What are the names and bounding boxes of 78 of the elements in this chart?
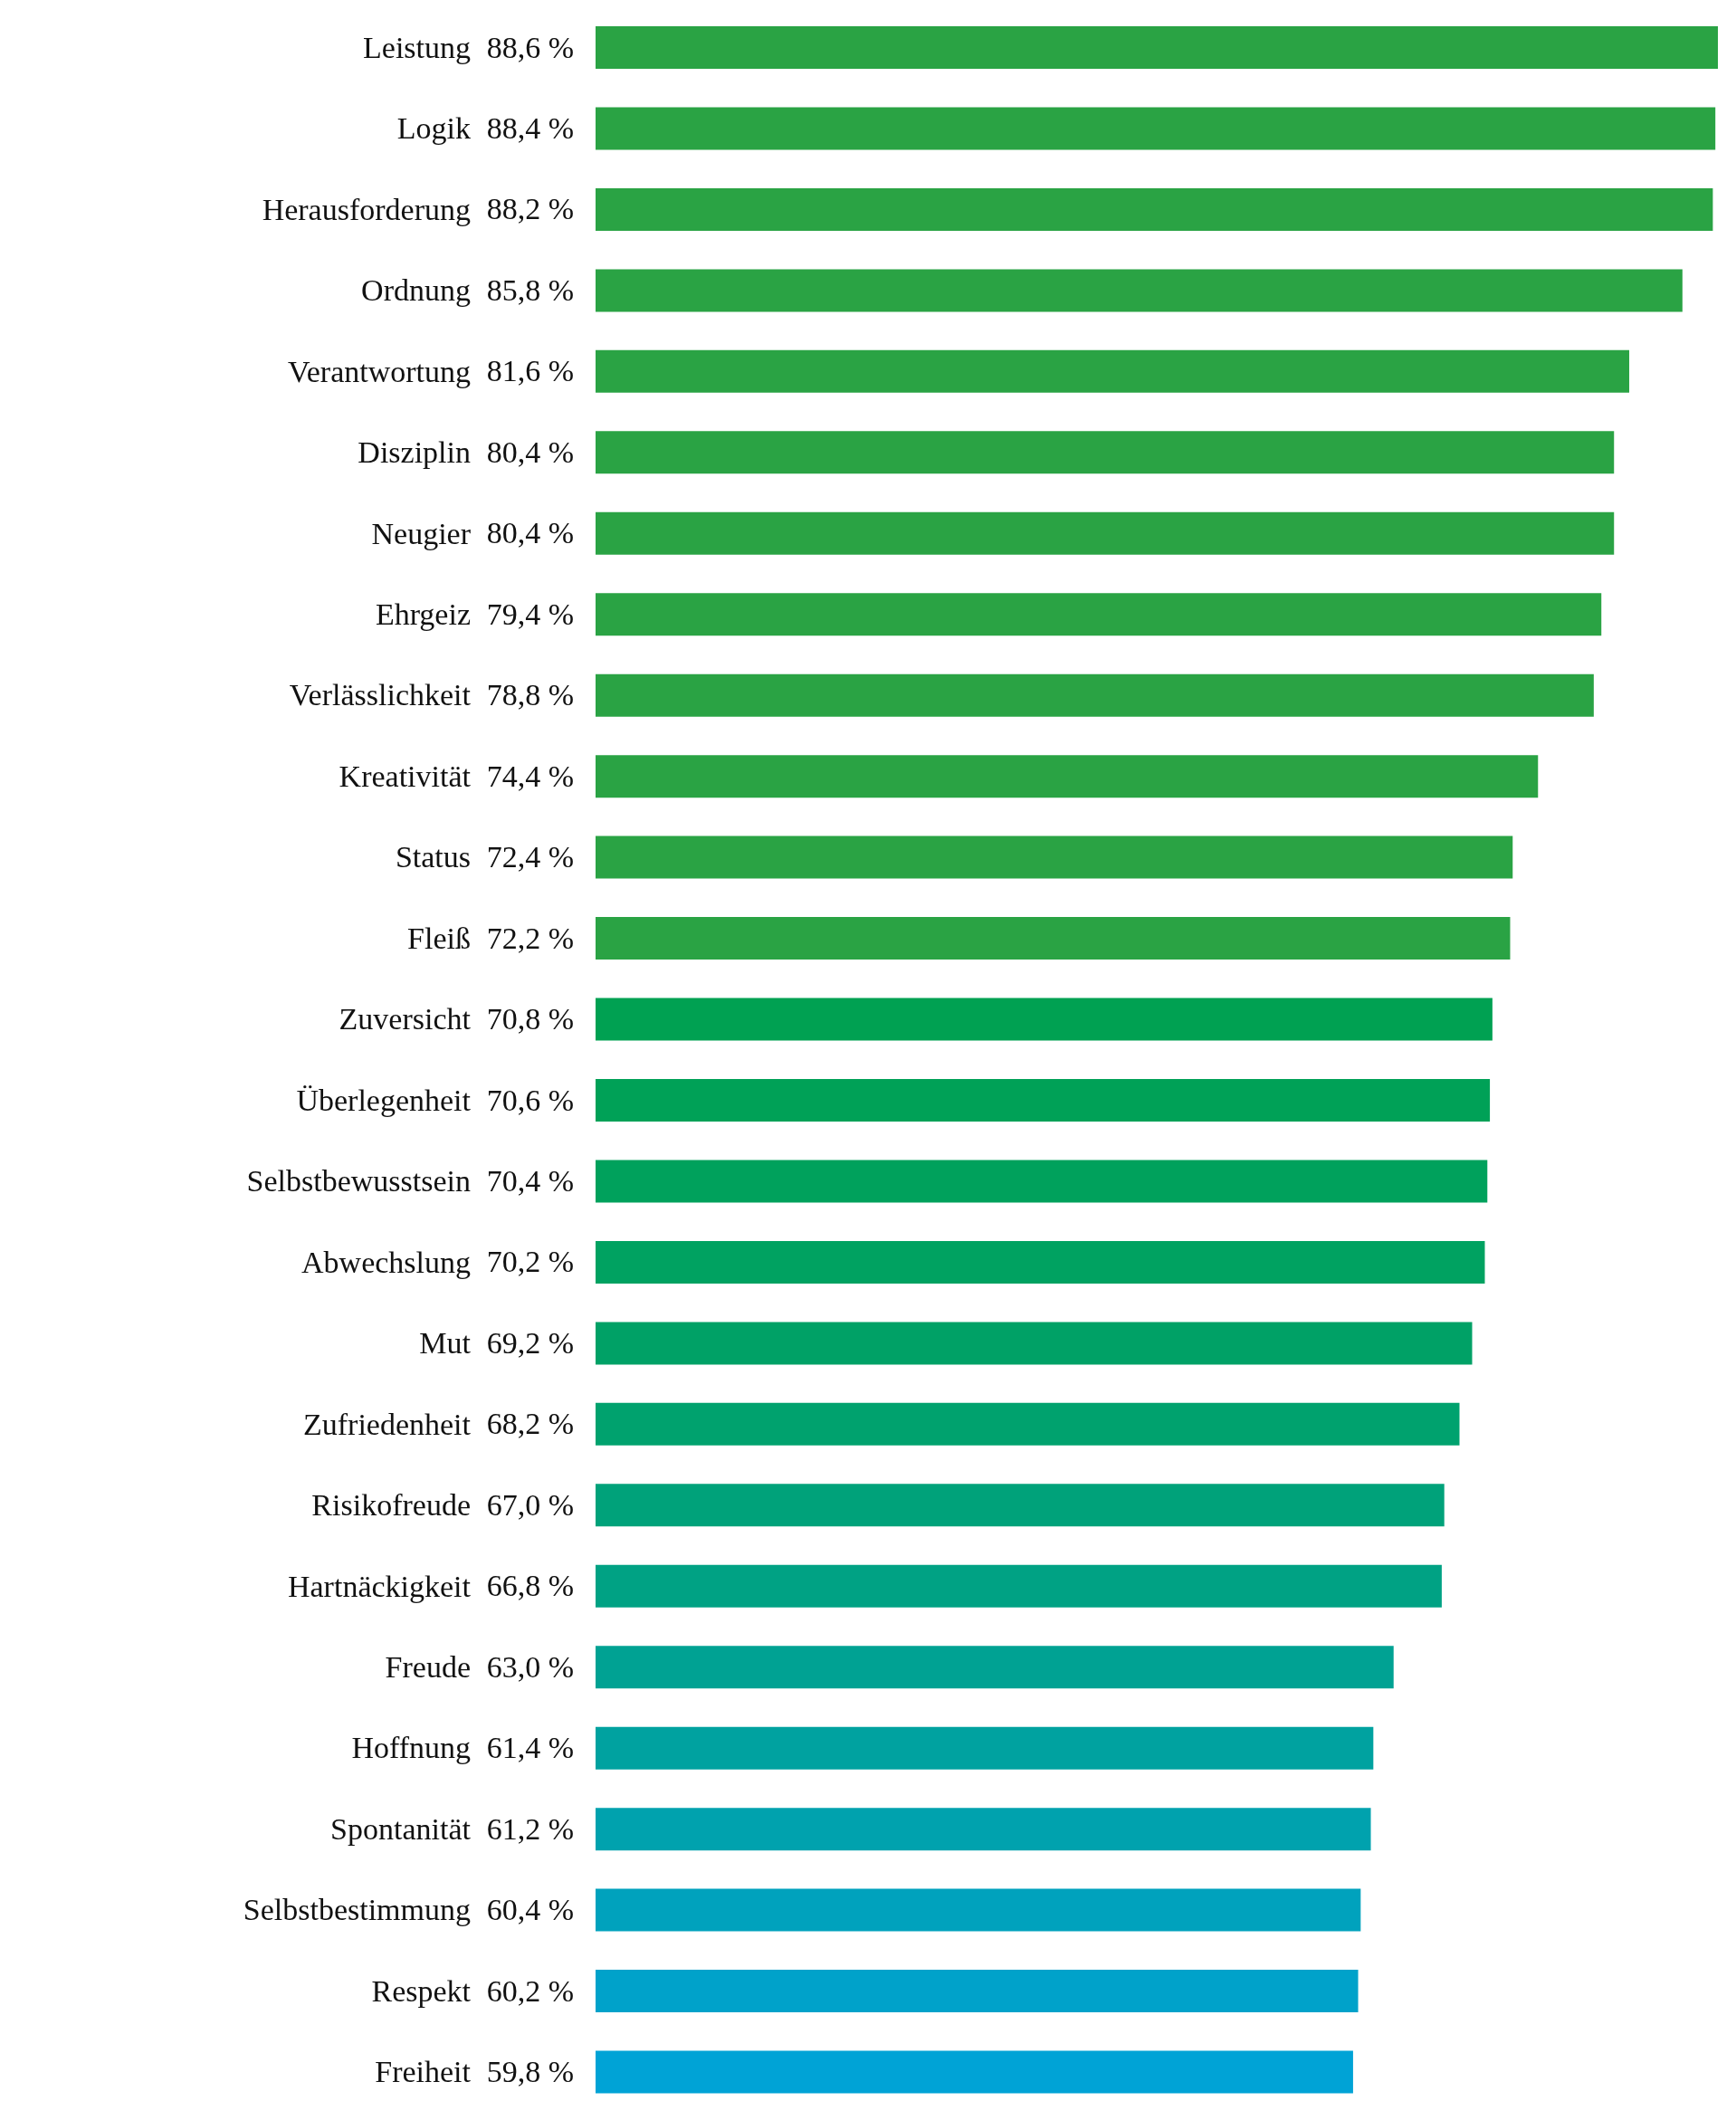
- y-tick-label: Risikofreude: [311, 1488, 471, 1523]
- data-label: 69,2 %: [486, 1325, 574, 1360]
- y-tick-label: Status: [395, 840, 471, 874]
- bar: [596, 1808, 1371, 1851]
- y-tick-label: Ehrgeiz: [375, 597, 471, 631]
- data-label: 70,8 %: [486, 1002, 574, 1036]
- y-tick-label: Logik: [396, 111, 471, 146]
- y-tick-label: Respekt: [371, 1973, 472, 2008]
- y-tick-label: Selbstbestimmung: [243, 1893, 471, 1927]
- data-label: 72,2 %: [486, 921, 574, 955]
- bar: [596, 2050, 1353, 2094]
- bar: [596, 1160, 1488, 1203]
- y-tick-label: Hartnäckigkeit: [287, 1569, 472, 1603]
- data-label: 60,4 %: [486, 1893, 574, 1927]
- bar: [596, 673, 1594, 717]
- bar: [596, 349, 1630, 393]
- data-label: 80,4 %: [486, 516, 574, 550]
- data-label: 88,4 %: [486, 110, 574, 145]
- data-label: 66,8 %: [486, 1569, 574, 1603]
- bar: [596, 755, 1539, 798]
- bar: [596, 836, 1513, 879]
- y-tick-label: Ordnung: [361, 273, 471, 308]
- y-tick-label: Selbstbewusstsein: [246, 1164, 471, 1198]
- data-label: 61,2 %: [486, 1811, 574, 1846]
- y-tick-label: Freude: [385, 1649, 471, 1684]
- data-label: 70,6 %: [486, 1083, 574, 1117]
- bar: [596, 511, 1615, 555]
- data-label: 68,2 %: [486, 1407, 574, 1441]
- bar: [596, 1970, 1359, 2013]
- bar: [596, 998, 1493, 1041]
- data-label: 63,0 %: [486, 1649, 574, 1684]
- y-tick-label: Verantwortung: [287, 354, 471, 388]
- y-tick-label: Freiheit: [375, 2055, 472, 2089]
- y-tick-label: Mut: [419, 1326, 472, 1361]
- bar: [596, 593, 1602, 636]
- data-label: 88,2 %: [486, 192, 574, 226]
- data-label: 88,6 %: [486, 30, 574, 64]
- data-label: 59,8 %: [486, 2055, 574, 2089]
- y-tick-label: Neugier: [371, 516, 472, 550]
- y-tick-label: Überlegenheit: [296, 1083, 472, 1117]
- bar: [596, 1646, 1394, 1689]
- y-tick-label: Hoffnung: [351, 1731, 471, 1765]
- y-tick-label: Kreativität: [339, 759, 472, 793]
- bar: [596, 431, 1615, 474]
- bar: [596, 1484, 1445, 1527]
- bar: [596, 26, 1718, 69]
- bar: [596, 1888, 1361, 1932]
- data-label: 74,4 %: [486, 759, 574, 793]
- y-tick-label: Zuversicht: [339, 1002, 472, 1036]
- bar: [596, 1240, 1485, 1284]
- data-label: 85,8 %: [486, 272, 574, 307]
- y-tick-label: Zufriedenheit: [302, 1407, 472, 1441]
- bar: [596, 1402, 1460, 1446]
- bar: [596, 1564, 1442, 1608]
- bar: [596, 1322, 1473, 1365]
- data-label: 70,2 %: [486, 1245, 574, 1279]
- data-label: 72,4 %: [486, 840, 574, 874]
- bar: [596, 269, 1683, 312]
- data-label: 78,8 %: [486, 678, 574, 712]
- y-tick-label: Abwechslung: [301, 1245, 471, 1279]
- bar: [596, 107, 1716, 150]
- data-label: 60,2 %: [486, 1973, 574, 2008]
- data-label: 67,0 %: [486, 1487, 574, 1522]
- data-label: 81,6 %: [486, 354, 574, 388]
- bar: [596, 1726, 1374, 1770]
- bar: [596, 1079, 1491, 1122]
- data-label: 79,4 %: [486, 597, 574, 631]
- y-tick-label: Herausforderung: [262, 192, 471, 226]
- y-tick-label: Verlässlichkeit: [289, 678, 472, 712]
- bar: [596, 917, 1511, 960]
- y-tick-label: Leistung: [363, 30, 471, 64]
- y-tick-label: Disziplin: [358, 435, 471, 470]
- data-label: 70,4 %: [486, 1163, 574, 1198]
- y-tick-label: Fleiß: [407, 921, 471, 955]
- data-label: 80,4 %: [486, 435, 574, 469]
- data-label: 61,4 %: [486, 1731, 574, 1765]
- bar: [596, 187, 1713, 231]
- y-tick-label: Spontanität: [330, 1811, 472, 1846]
